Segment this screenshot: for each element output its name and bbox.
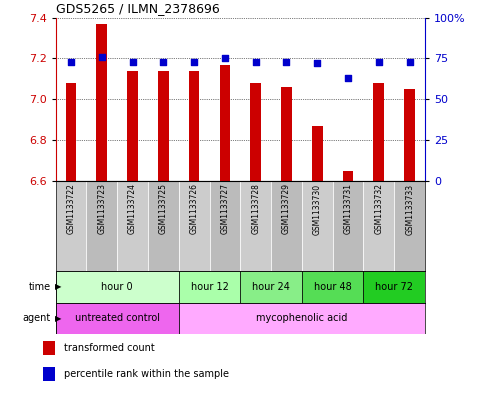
Bar	[250, 83, 261, 181]
Bar	[43, 367, 55, 381]
Text: mycophenolic acid: mycophenolic acid	[256, 313, 348, 323]
Text: ▶: ▶	[55, 314, 61, 323]
Text: GSM1133726: GSM1133726	[190, 184, 199, 235]
Bar	[43, 341, 55, 355]
Bar	[210, 181, 240, 271]
Bar	[302, 271, 364, 303]
Point	[159, 59, 167, 65]
Text: GSM1133724: GSM1133724	[128, 184, 137, 235]
Text: GSM1133729: GSM1133729	[282, 184, 291, 235]
Text: hour 72: hour 72	[375, 282, 413, 292]
Text: GSM1133731: GSM1133731	[343, 184, 353, 235]
Bar	[312, 126, 323, 181]
Point	[283, 59, 290, 65]
Text: GSM1133723: GSM1133723	[97, 184, 106, 235]
Text: untreated control: untreated control	[75, 313, 159, 323]
Bar	[364, 181, 394, 271]
Bar	[342, 171, 354, 181]
Bar	[148, 181, 179, 271]
Text: ▶: ▶	[55, 283, 61, 291]
Bar	[364, 271, 425, 303]
Bar	[189, 71, 199, 181]
Point	[375, 59, 383, 65]
Bar	[240, 181, 271, 271]
Bar	[302, 181, 333, 271]
Bar	[179, 181, 210, 271]
Bar	[333, 181, 364, 271]
Bar	[373, 83, 384, 181]
Text: GDS5265 / ILMN_2378696: GDS5265 / ILMN_2378696	[56, 2, 219, 15]
Bar	[240, 271, 302, 303]
Point	[313, 60, 321, 66]
Point	[252, 59, 259, 65]
Bar	[127, 71, 138, 181]
Bar	[271, 181, 302, 271]
Point	[344, 75, 352, 81]
Bar	[66, 83, 76, 181]
Text: hour 0: hour 0	[101, 282, 133, 292]
Text: transformed count: transformed count	[64, 343, 155, 353]
Bar	[56, 303, 179, 334]
Point	[98, 54, 106, 60]
Point	[67, 59, 75, 65]
Bar	[219, 64, 230, 181]
Bar	[117, 181, 148, 271]
Text: GSM1133733: GSM1133733	[405, 184, 414, 235]
Bar	[179, 303, 425, 334]
Text: GSM1133730: GSM1133730	[313, 184, 322, 235]
Text: agent: agent	[23, 313, 51, 323]
Bar	[56, 271, 179, 303]
Point	[128, 59, 136, 65]
Bar	[281, 87, 292, 181]
Bar	[179, 271, 240, 303]
Text: GSM1133725: GSM1133725	[159, 184, 168, 235]
Text: hour 12: hour 12	[191, 282, 228, 292]
Text: hour 48: hour 48	[314, 282, 352, 292]
Bar	[86, 181, 117, 271]
Text: hour 24: hour 24	[252, 282, 290, 292]
Text: GSM1133728: GSM1133728	[251, 184, 260, 234]
Point	[221, 55, 229, 62]
Point	[406, 59, 413, 65]
Bar	[404, 89, 415, 181]
Bar	[96, 24, 107, 181]
Text: GSM1133732: GSM1133732	[374, 184, 384, 235]
Text: GSM1133727: GSM1133727	[220, 184, 229, 235]
Bar	[56, 181, 86, 271]
Bar	[158, 71, 169, 181]
Point	[190, 59, 198, 65]
Text: time: time	[28, 282, 51, 292]
Text: GSM1133722: GSM1133722	[67, 184, 75, 234]
Text: percentile rank within the sample: percentile rank within the sample	[64, 369, 229, 379]
Bar	[394, 181, 425, 271]
